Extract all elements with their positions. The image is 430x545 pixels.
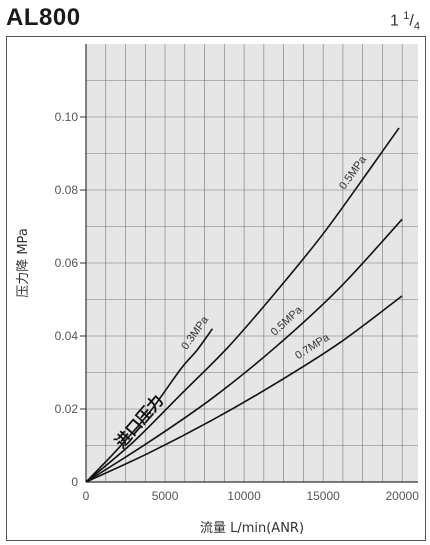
x-axis-title-unit: L/min(ANR): [230, 521, 304, 536]
x-tick-label: 0: [83, 489, 90, 503]
series-curve: [85, 127, 400, 483]
port-size-whole: 1: [389, 12, 399, 30]
y-axis-title: 压力降 MPa: [16, 228, 31, 298]
y-axis-title-unit: MPa: [16, 228, 31, 254]
y-axis-title-prefix: 压力降: [16, 255, 31, 298]
x-tick-label: 10000: [227, 489, 261, 503]
x-tick-label: 15000: [306, 489, 340, 503]
x-axis-title-prefix: 流量: [200, 521, 230, 536]
port-size-numerator: 1: [403, 10, 410, 22]
y-tick-label: 0.04: [55, 329, 79, 343]
y-tick-label: 0.06: [55, 256, 79, 270]
y-tick-label: 0.08: [55, 183, 79, 197]
port-size-denominator: 4: [413, 20, 420, 33]
y-tick-label: 0.10: [55, 110, 79, 124]
y-tick-label: 0.02: [55, 402, 79, 416]
x-tick-label: 5000: [152, 489, 179, 503]
series-curve: [85, 218, 403, 483]
y-tick-label: 0: [71, 475, 78, 489]
port-size-slash: /: [409, 12, 414, 30]
chart-title: AL800: [6, 4, 81, 31]
x-axis-title: 流量 L/min(ANR): [200, 521, 304, 536]
series-curve: [85, 328, 214, 483]
port-size: 1 1/4: [390, 10, 420, 33]
series-curve: [85, 295, 403, 483]
x-tick-label: 20000: [386, 489, 420, 503]
